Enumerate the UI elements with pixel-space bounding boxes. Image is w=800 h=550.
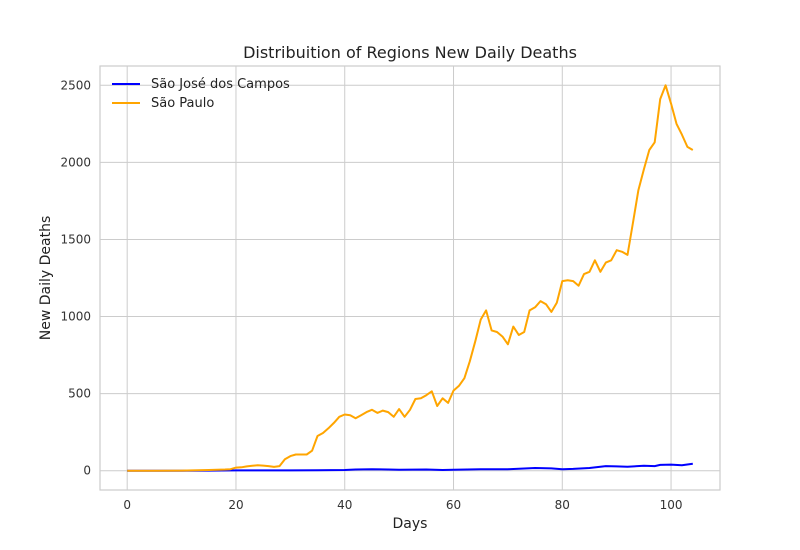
y-tick-label: 1000 (60, 310, 91, 324)
series-line-1 (127, 84, 694, 472)
x-tick-label: 0 (123, 498, 131, 512)
y-tick-label: 2500 (60, 78, 91, 92)
y-tick-label: 1500 (60, 232, 91, 246)
x-tick-label: 20 (228, 498, 243, 512)
x-tick-label: 40 (337, 498, 352, 512)
legend: São José dos Campos São Paulo (112, 77, 290, 111)
x-axis-label: Days (393, 516, 428, 532)
y-tick-label: 2000 (60, 155, 91, 169)
x-tick-label: 100 (660, 498, 683, 512)
x-tick-labels: 0 20 40 60 80 100 (123, 498, 682, 512)
legend-label: São Paulo (151, 96, 214, 111)
series-line-0 (127, 462, 693, 472)
series-lines (127, 84, 694, 472)
y-tick-labels: 0 500 1000 1500 2000 2500 (60, 78, 91, 477)
grid (100, 66, 720, 490)
x-tick-label: 60 (446, 498, 461, 512)
plot-frame (99, 65, 721, 491)
chart-title: Distribuition of Regions New Daily Death… (243, 43, 577, 62)
legend-label: São José dos Campos (151, 77, 290, 92)
x-tick-label: 80 (555, 498, 570, 512)
y-axis-label: New Daily Deaths (38, 216, 54, 341)
y-tick-label: 0 (83, 464, 91, 478)
y-tick-label: 500 (68, 387, 91, 401)
